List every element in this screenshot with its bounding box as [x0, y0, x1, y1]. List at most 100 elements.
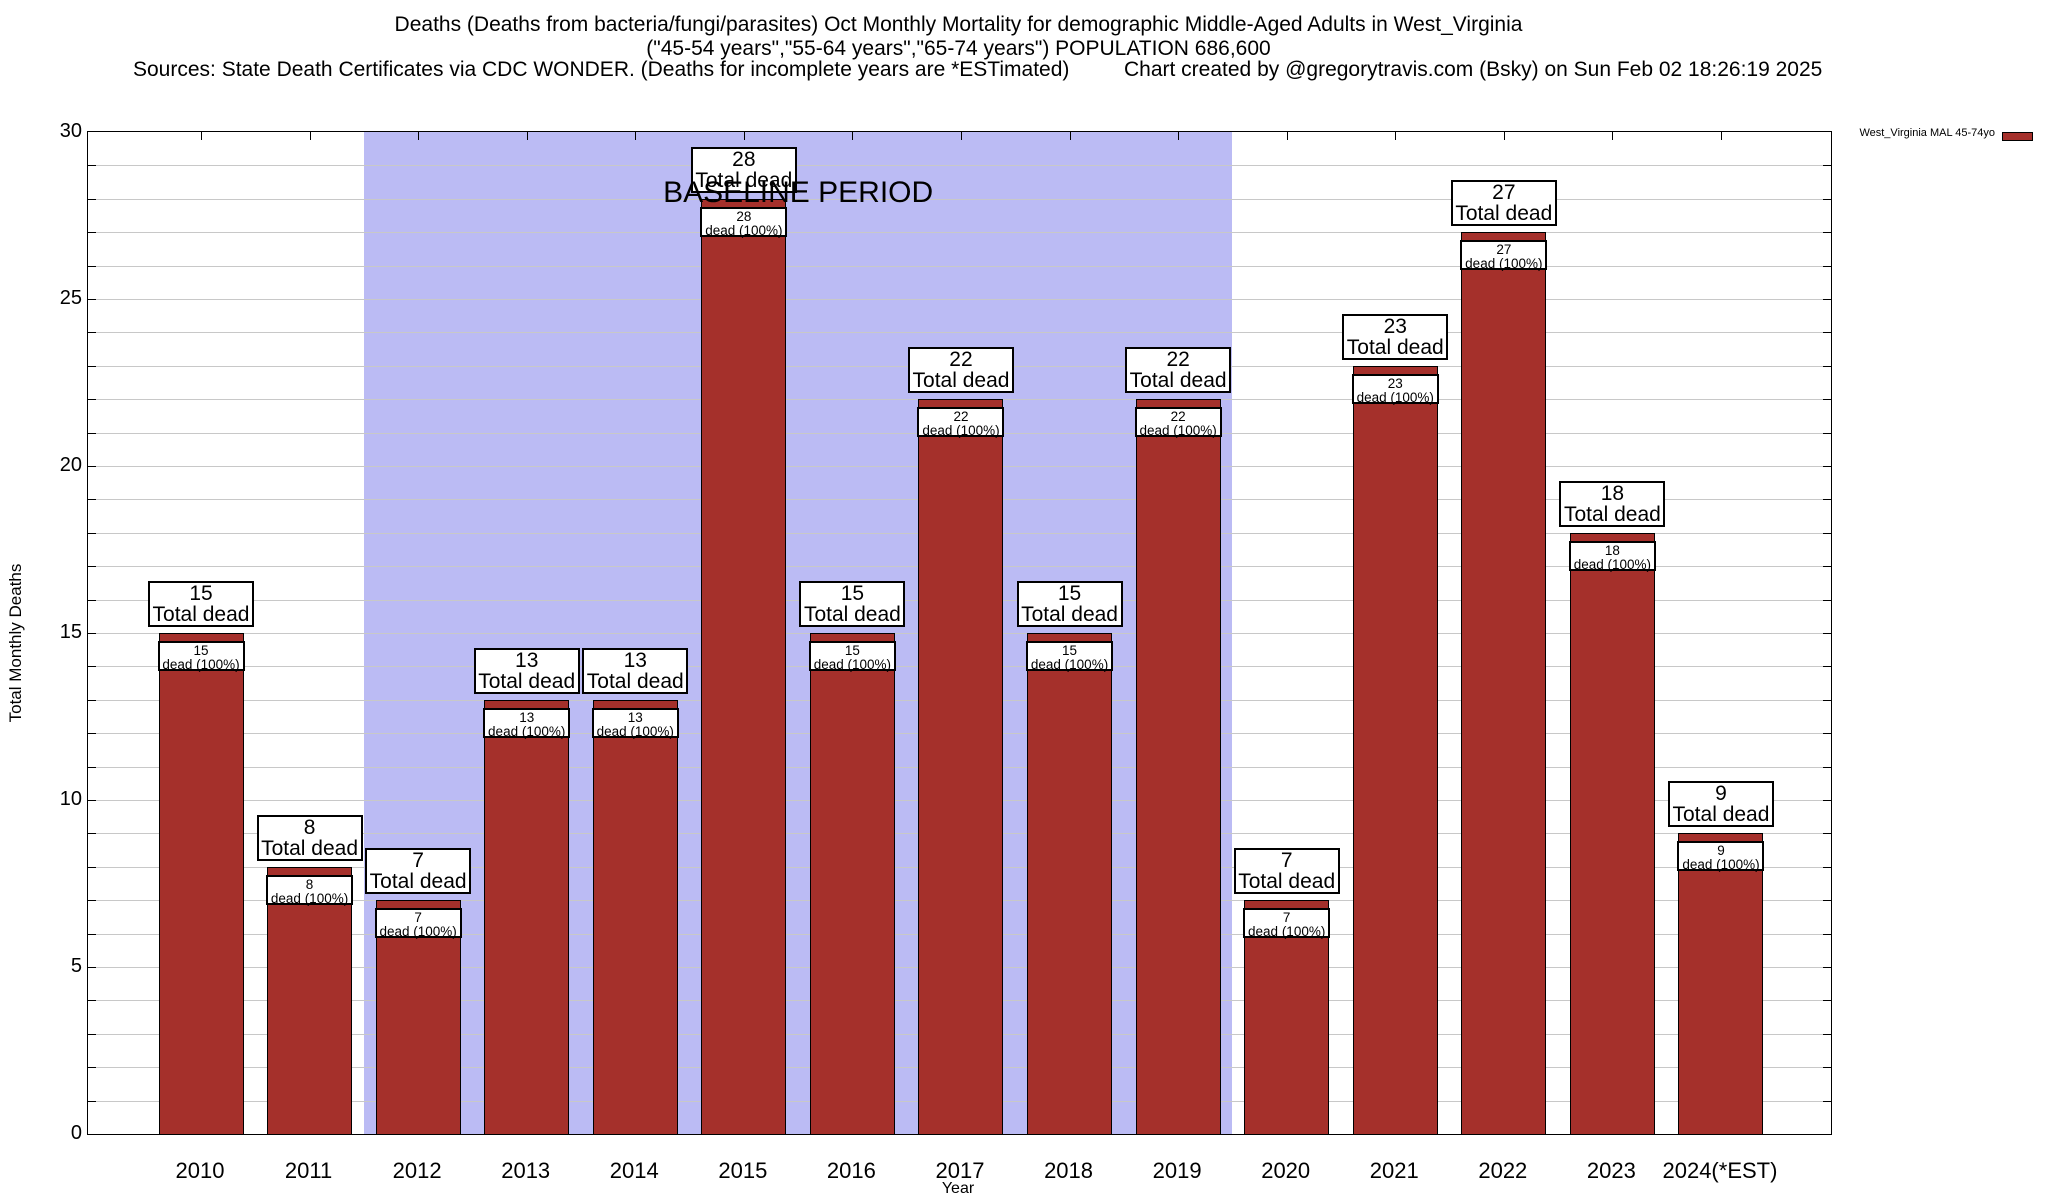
bar-total-label-value: 23 [1383, 314, 1407, 338]
x-axis-tick-label: 2010 [175, 1158, 225, 1183]
bar-total-label: 9 Total dead [1667, 781, 1774, 828]
y-axis-tick [1823, 866, 1831, 868]
y-axis-tick [88, 499, 96, 501]
bar-total-label-text: Total dead [912, 369, 1010, 393]
y-axis-tick [1823, 365, 1831, 367]
bar [1135, 399, 1221, 1134]
bar-inner-label-text: dead (100%) [705, 222, 783, 238]
bar-inner-label-value: 27 [1496, 242, 1512, 258]
y-axis-tick [1823, 232, 1831, 234]
y-axis-tick [88, 532, 96, 534]
y-axis-tick [1823, 733, 1831, 735]
bar-inner-label-text: dead (100%) [596, 723, 674, 739]
bar-total-label-text: Total dead [803, 603, 901, 626]
bar-total-label-text: Total dead [586, 669, 684, 693]
y-axis-tick [88, 1067, 96, 1069]
y-axis-tick [88, 1033, 96, 1035]
bar-inner-label-value: 13 [627, 709, 643, 725]
bar-inner-label: 8 dead (100%) [266, 874, 354, 905]
y-axis-tick [1823, 1067, 1831, 1069]
bar-total-label-value: 13 [515, 648, 539, 672]
bar-total-label-value: 22 [1166, 348, 1190, 372]
y-axis-tick [1823, 332, 1831, 334]
y-axis-tick [1823, 499, 1831, 501]
baseline-period-annotation: BASELINE PERIOD [663, 176, 934, 209]
bar-total-label-text: Total dead [1021, 603, 1118, 626]
bar-total-label-text: Total dead [1455, 202, 1553, 226]
bar-inner-label: 22 dead (100%) [1134, 407, 1222, 438]
y-axis-tick [88, 165, 96, 167]
bar-inner-label: 9 dead (100%) [1677, 841, 1765, 872]
bar-inner-label: 28 dead (100%) [700, 206, 788, 238]
x-axis-tick [418, 132, 420, 140]
y-axis-tick [1823, 666, 1831, 668]
x-axis-tick [1395, 132, 1397, 140]
y-axis-tick [88, 900, 96, 902]
y-axis-tick [88, 198, 96, 200]
y-axis-tick [88, 733, 96, 735]
x-axis-tick [526, 132, 528, 140]
bar-inner-label-text: dead (100%) [922, 423, 1000, 439]
x-axis-tick-label: 2017 [935, 1158, 985, 1183]
y-axis-tick [88, 1000, 96, 1002]
bar-inner-label-value: 22 [953, 409, 969, 425]
bar-total-label: 13 Total dead [473, 647, 580, 694]
y-axis-tick [88, 633, 96, 634]
chart-title-line1: Deaths (Deaths from bacteria/fungi/paras… [394, 13, 1523, 36]
bar-total-label-value: 9 [1715, 782, 1727, 806]
bar-inner-label: 13 dead (100%) [483, 707, 571, 738]
x-axis-tick [960, 132, 962, 140]
bar-total-label: 15 Total dead [799, 581, 906, 627]
y-axis-tick [1823, 800, 1831, 801]
bar-total-label-text: Total dead [1238, 870, 1336, 894]
bar-total-label-text: Total dead [1672, 803, 1770, 827]
y-axis-tick [1823, 699, 1831, 701]
y-axis-tick [1823, 566, 1831, 568]
plot-area: 15 dead (100%) 15 Total dead 8 dead (100%) 8 To… [87, 131, 1832, 1135]
bar-inner-label-value: 23 [1387, 375, 1403, 391]
x-axis-tick [743, 132, 745, 140]
y-axis-tick-label: 20 [59, 454, 82, 476]
y-axis-tick [88, 232, 96, 234]
gridline [88, 265, 1831, 267]
y-axis-tick-label: 15 [59, 621, 82, 643]
bar-inner-label-value: 15 [844, 643, 860, 658]
bar-inner-label: 7 dead (100%) [374, 908, 462, 939]
bar [158, 633, 244, 1134]
bar-total-label: 28 Total dead [690, 146, 797, 193]
y-axis-tick-label: 0 [70, 1122, 82, 1144]
x-axis-tick-label: 2018 [1044, 1158, 1094, 1183]
y-axis-tick [1823, 900, 1831, 902]
bar-total-label-value: 7 [1280, 849, 1293, 873]
bar-inner-label-text: dead (100%) [1573, 556, 1652, 572]
bar [701, 198, 787, 1134]
bar-inner-label: 15 dead (100%) [1026, 641, 1114, 672]
x-axis-tick [1720, 132, 1722, 140]
y-axis-tick [1823, 933, 1831, 935]
x-axis-tick [1503, 132, 1505, 140]
y-axis-tick [88, 399, 96, 401]
y-axis-tick-label: 5 [70, 955, 82, 977]
bar-inner-label-text: dead (100%) [162, 657, 240, 672]
y-axis-tick [1823, 766, 1831, 768]
bar-total-label: 15 Total dead [148, 581, 254, 627]
bar-total-label-text: Total dead [261, 836, 359, 860]
bar-total-label-text: Total dead [478, 669, 576, 693]
bar [1461, 232, 1547, 1134]
y-axis-tick [1823, 198, 1831, 200]
bar [1569, 532, 1655, 1134]
y-axis-tick-label: 25 [59, 287, 82, 309]
x-axis-tick-label: 2019 [1152, 1158, 1202, 1183]
y-axis-tick [1823, 1100, 1831, 1102]
bar-total-label-text: Total dead [695, 168, 793, 192]
bar [592, 699, 678, 1134]
bar-total-label: 27 Total dead [1450, 180, 1557, 227]
bar-inner-label: 7 dead (100%) [1243, 908, 1331, 940]
gridline [88, 332, 1831, 334]
bar-total-label-value: 22 [949, 348, 973, 372]
x-axis-tick [1612, 132, 1614, 140]
bar-inner-label-text: dead (100%) [1248, 924, 1326, 940]
bar-inner-label-text: dead (100%) [1356, 389, 1434, 405]
y-axis-tick-label: 10 [59, 788, 82, 810]
